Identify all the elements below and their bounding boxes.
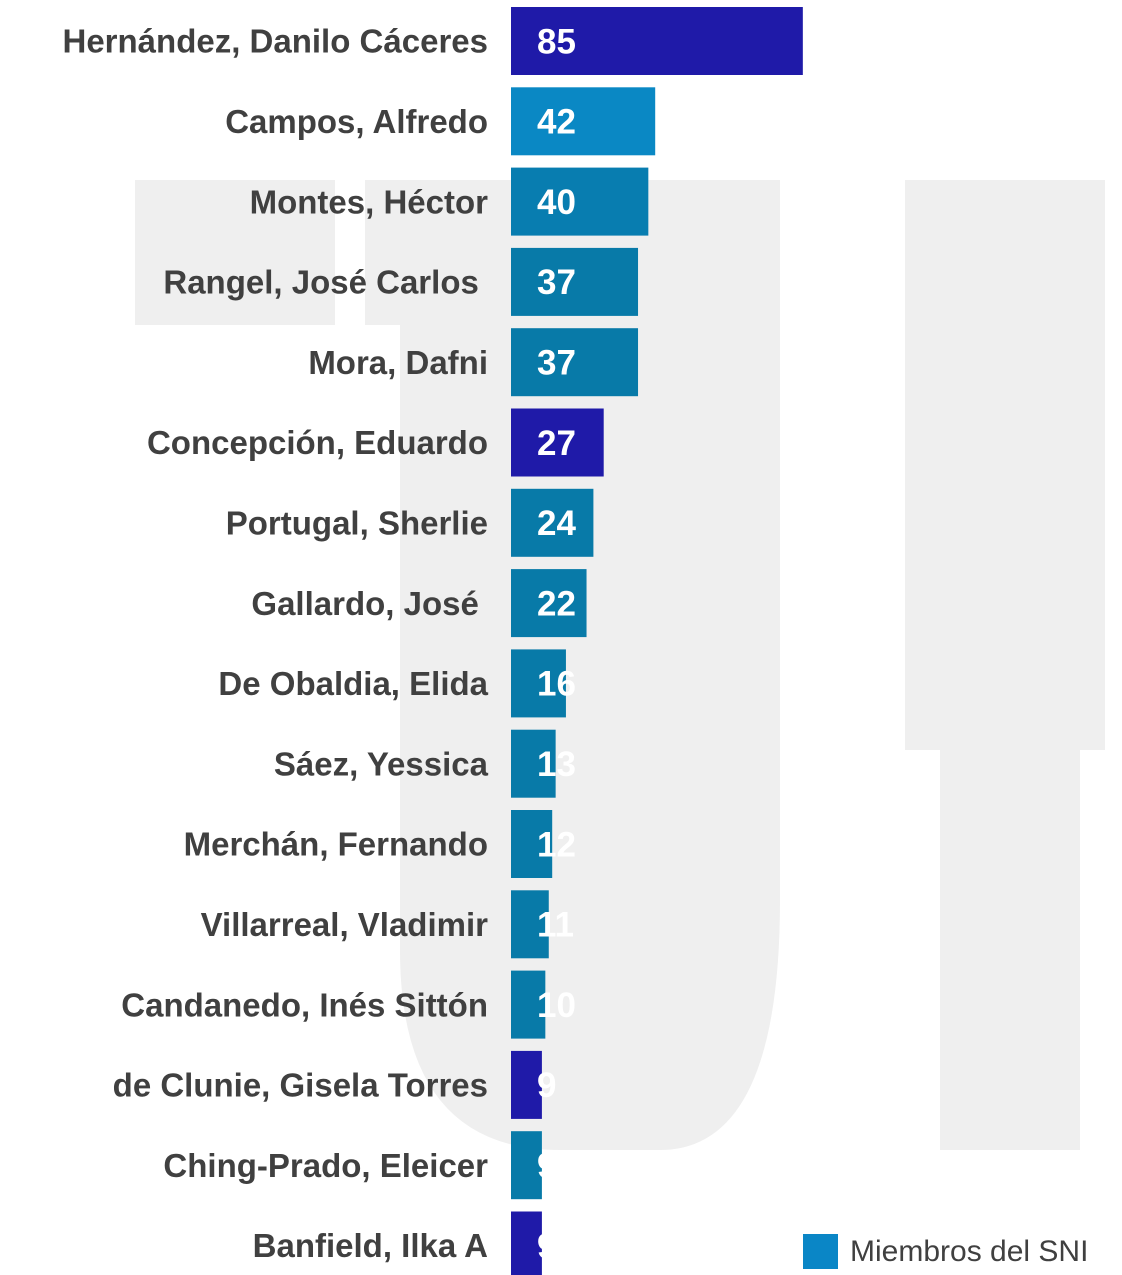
category-label: Portugal, Sherlie — [226, 505, 488, 542]
value-label: 10 — [537, 986, 576, 1025]
bar — [511, 1131, 542, 1200]
bar — [511, 729, 556, 798]
category-label: Rangel, José Carlos — [163, 264, 488, 301]
bar — [511, 247, 639, 316]
value-label: 24 — [537, 504, 576, 543]
category-label: De Obaldia, Elida — [218, 665, 488, 702]
bar — [511, 1050, 542, 1119]
value-label: 9 — [537, 1146, 556, 1185]
value-label: 11 — [537, 906, 574, 945]
value-label: 9 — [537, 1227, 556, 1266]
category-label: Sáez, Yessica — [274, 745, 489, 782]
value-label: 37 — [537, 263, 576, 302]
category-label: Merchán, Fernando — [184, 826, 488, 863]
bar — [511, 890, 549, 959]
bar — [511, 810, 553, 878]
value-label: 12 — [537, 825, 576, 864]
category-label: Concepción, Eduardo — [147, 424, 488, 461]
category-label: Candanedo, Inés Sittón — [121, 986, 488, 1023]
legend-label: Miembros del SNI — [850, 1235, 1088, 1268]
bar — [511, 328, 639, 397]
category-label: Banfield, Ilka A — [253, 1227, 488, 1264]
bar — [511, 87, 656, 156]
bar — [511, 970, 546, 1039]
value-label: 13 — [537, 745, 576, 784]
value-label: 37 — [537, 343, 576, 382]
legend-swatch — [803, 1234, 838, 1269]
bar — [511, 488, 594, 557]
bar — [511, 7, 803, 75]
category-label: Mora, Dafni — [308, 344, 488, 381]
value-label: 85 — [537, 22, 576, 61]
value-label: 27 — [537, 424, 576, 463]
category-label: Campos, Alfredo — [225, 103, 488, 140]
bar — [511, 1211, 542, 1275]
category-label: Ching-Prado, Eleicer — [163, 1147, 488, 1184]
value-label: 9 — [537, 1066, 556, 1105]
value-label: 42 — [537, 103, 576, 142]
category-label: Montes, Héctor — [250, 183, 489, 220]
category-label: Gallardo, José — [251, 585, 488, 622]
bar — [511, 408, 604, 477]
value-label: 22 — [537, 584, 576, 623]
value-label: 16 — [537, 665, 576, 704]
bar — [511, 569, 587, 638]
value-label: 40 — [537, 183, 576, 222]
category-label: Hernández, Danilo Cáceres — [63, 23, 489, 60]
category-label: Villarreal, Vladimir — [201, 906, 489, 943]
category-label: de Clunie, Gisela Torres — [113, 1067, 488, 1104]
bar — [511, 649, 566, 718]
bar — [511, 167, 649, 236]
